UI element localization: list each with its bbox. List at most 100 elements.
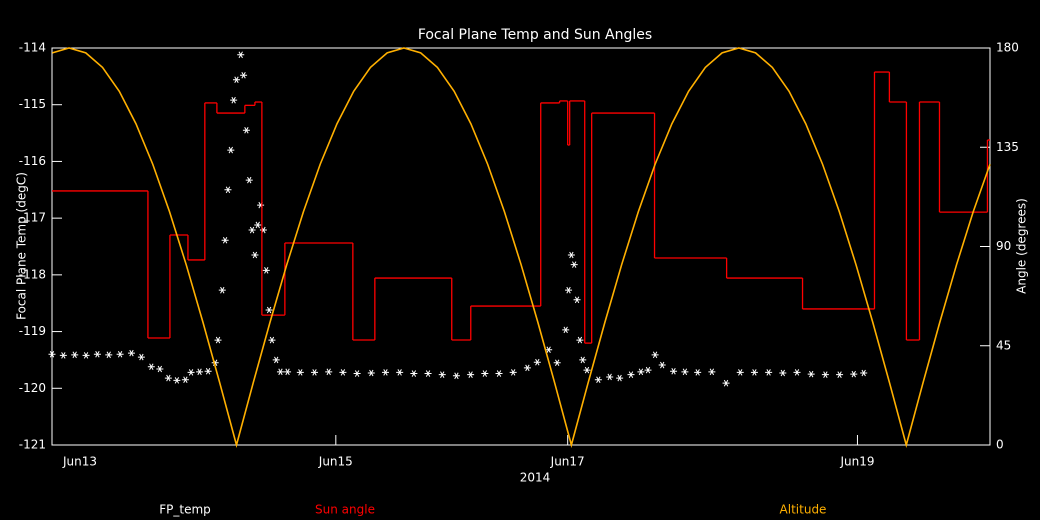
- fp-temp-point: [722, 379, 730, 387]
- fp-temp-point: [750, 369, 758, 376]
- fp-temp-point: [396, 369, 404, 376]
- fp-temp-point: [410, 370, 418, 377]
- fp-temp-point: [708, 368, 716, 376]
- fp-temp-point: [651, 351, 659, 359]
- fp-temp-point: [481, 370, 489, 377]
- fp-temp-point: [533, 358, 541, 366]
- y2-tick-label: 90: [996, 239, 1011, 253]
- fp-temp-point: [467, 371, 475, 378]
- fp-temp-point: [284, 368, 292, 376]
- fp-temp-point: [272, 356, 280, 364]
- fp-temp-point: [59, 352, 67, 359]
- y-tick-label: -120: [19, 381, 46, 395]
- fp-temp-point: [232, 76, 240, 84]
- fp-temp-point: [245, 176, 253, 184]
- fp-temp-point: [381, 369, 389, 376]
- fp-temp-point: [452, 372, 460, 380]
- fp-temp-point: [187, 369, 195, 376]
- fp-temp-point: [594, 376, 602, 384]
- fp-temp-point: [565, 286, 573, 294]
- y-tick-label: -121: [19, 438, 46, 452]
- fp-temp-point: [573, 296, 581, 304]
- x-tick-label: Jun19: [839, 455, 874, 469]
- fp-temp-point: [836, 371, 844, 378]
- legend-entry: Sun angle: [315, 503, 375, 517]
- fp-temp-point: [71, 351, 79, 359]
- fp-temp-point: [616, 374, 624, 382]
- x-tick-label: Jun17: [550, 455, 585, 469]
- fp-temp-point: [339, 369, 347, 376]
- fp-temp-point: [579, 356, 587, 364]
- fp-temp-point: [105, 351, 113, 359]
- fp-temp-point: [576, 336, 584, 344]
- fp-temp-point: [276, 368, 284, 376]
- y-tick-label: -114: [19, 41, 46, 55]
- fp-temp-point: [214, 336, 222, 344]
- fp-temp-point: [670, 367, 678, 375]
- fp-temp-point: [570, 261, 578, 268]
- fp-temp-point: [793, 369, 801, 376]
- fp-temp-point: [325, 368, 333, 376]
- fp-temp-point: [240, 71, 248, 79]
- fp-temp-point: [562, 326, 570, 334]
- fp-temp-point: [658, 361, 666, 369]
- fp-temp-point: [438, 371, 446, 378]
- y2-tick-label: 135: [996, 140, 1019, 154]
- fp-temp-point: [606, 373, 614, 381]
- fp-temp-point: [242, 126, 250, 134]
- fp-temp-point: [583, 366, 591, 374]
- fp-temp-point: [567, 251, 575, 259]
- legend-entry: Altitude: [780, 503, 827, 517]
- fp-temp-point: [860, 369, 868, 377]
- fp-temp-point: [137, 353, 145, 361]
- fp-temp-point: [736, 369, 744, 376]
- fp-temp-point: [196, 368, 204, 376]
- fp-temp-point: [821, 371, 829, 378]
- fp-temp-point: [523, 364, 531, 372]
- fp-temp-point: [296, 369, 304, 376]
- fp-temp-point: [173, 377, 181, 384]
- y-tick-label: -115: [19, 97, 46, 111]
- fp-temp-point: [237, 51, 245, 59]
- fp-temp-point: [156, 365, 164, 373]
- fp-temp-point: [227, 146, 235, 154]
- x-tick-label: Jun13: [62, 455, 97, 469]
- fp-temp-point: [495, 370, 503, 377]
- fp-temp-point: [509, 369, 517, 376]
- fp-temp-point: [224, 186, 232, 194]
- fp-temp-point: [164, 374, 172, 382]
- fp-temp-point: [127, 349, 135, 357]
- fp-temp-point: [545, 346, 553, 354]
- fp-temp-point: [637, 368, 645, 376]
- y2-axis-label: Angle (degrees): [1015, 198, 1029, 294]
- fp-temp-point: [230, 96, 238, 104]
- fp-temp-point: [147, 363, 155, 371]
- fp-temp-point: [251, 251, 259, 259]
- fp-temp-point: [311, 369, 319, 376]
- fp-temp-point: [807, 370, 815, 378]
- x-axis-label: 2014: [520, 471, 551, 485]
- fp-temp-point: [93, 350, 101, 358]
- y-tick-label: -117: [19, 211, 46, 225]
- y-tick-label: -116: [19, 154, 46, 168]
- fp-temp-point: [627, 371, 635, 378]
- fp-temp-point: [681, 368, 689, 376]
- y2-tick-label: 180: [996, 41, 1019, 55]
- fp-temp-point: [367, 369, 375, 377]
- fp-temp-point: [204, 367, 212, 375]
- fp-temp-point: [265, 306, 273, 314]
- x-tick-label: Jun15: [318, 455, 353, 469]
- fp-temp-point: [248, 226, 256, 234]
- fp-temp-point: [48, 350, 56, 358]
- fp-temp-point: [424, 370, 432, 377]
- y-tick-label: -118: [19, 267, 46, 281]
- fp-temp-point: [553, 359, 561, 367]
- fp-temp-point: [116, 350, 124, 358]
- y-axis-label: Focal Plane Temp (degC): [15, 172, 29, 320]
- y2-tick-label: 45: [996, 338, 1011, 352]
- fp-temp-point: [694, 369, 702, 376]
- y2-tick-label: 0: [996, 438, 1004, 452]
- fp-temp-point: [353, 370, 361, 377]
- chart-title: Focal Plane Temp and Sun Angles: [418, 27, 652, 43]
